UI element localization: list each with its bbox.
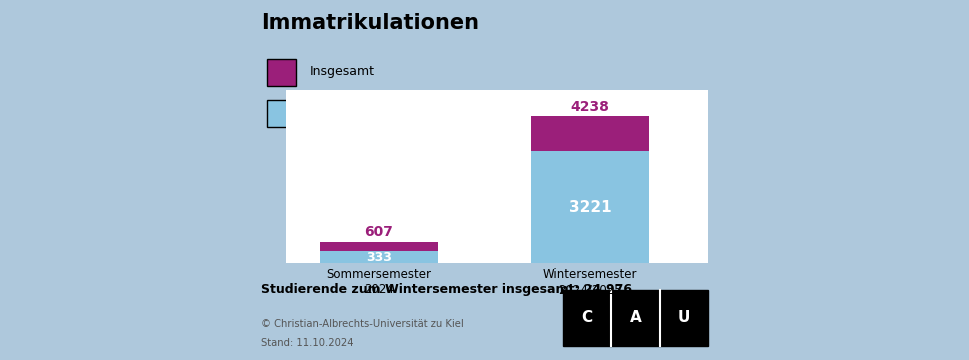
- Text: 333: 333: [365, 251, 391, 264]
- FancyBboxPatch shape: [562, 290, 707, 346]
- Text: A: A: [629, 310, 641, 325]
- FancyBboxPatch shape: [266, 100, 296, 127]
- Bar: [320, 251, 438, 263]
- Text: Stand: 11.10.2024: Stand: 11.10.2024: [261, 338, 354, 348]
- Bar: [530, 116, 648, 152]
- Text: Insgesamt: Insgesamt: [309, 66, 374, 78]
- Text: Immatrikulationen: Immatrikulationen: [261, 13, 479, 33]
- Text: © Christian-Albrechts-Universität zu Kiel: © Christian-Albrechts-Universität zu Kie…: [261, 319, 463, 329]
- Bar: [320, 242, 438, 251]
- Text: 1. Hochschulsemester: 1. Hochschulsemester: [309, 107, 449, 120]
- Text: U: U: [677, 310, 689, 325]
- Text: 4238: 4238: [570, 100, 609, 113]
- Text: C: C: [580, 310, 592, 325]
- Bar: [530, 152, 648, 263]
- Text: 607: 607: [364, 225, 393, 239]
- Text: 3221: 3221: [568, 200, 610, 215]
- Text: Studierende zum Wintersemester insgesamt: 24.976: Studierende zum Wintersemester insgesamt…: [261, 283, 632, 296]
- FancyBboxPatch shape: [266, 58, 296, 85]
